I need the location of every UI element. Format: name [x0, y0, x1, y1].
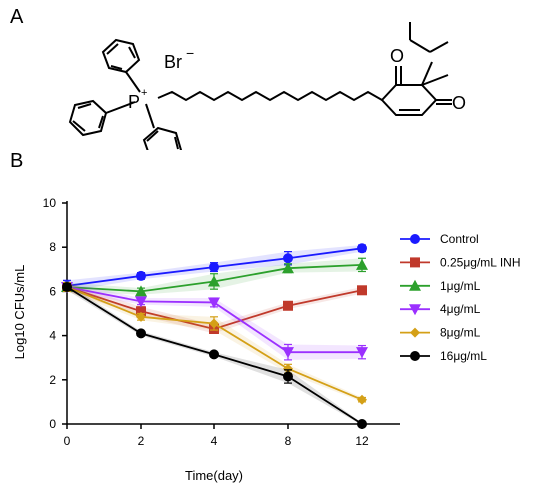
data-point — [62, 281, 72, 292]
x-tick-label: 2 — [138, 434, 145, 448]
y-axis-label: Log10 CFUs/mL — [12, 265, 27, 360]
legend-label: 8μg/mL — [440, 326, 481, 340]
legend-label: 4μg/mL — [440, 302, 481, 316]
legend-marker — [410, 351, 420, 361]
data-point — [136, 306, 146, 317]
chart-legend: Control 0.25μg/mL INH 1μg/mL 4μg/mL 8μg/mL 16… — [400, 232, 521, 363]
x-axis-label: Time(day) — [185, 468, 243, 483]
legend-label: 1μg/mL — [440, 279, 481, 293]
legend-label: 16μg/mL — [440, 349, 487, 363]
legend-marker — [410, 257, 420, 268]
panel-label-b: B — [10, 150, 24, 172]
x-tick-label: 0 — [64, 434, 71, 448]
legend-label: Control — [440, 232, 479, 246]
legend-marker — [410, 234, 420, 244]
data-point — [282, 262, 294, 274]
data-point — [357, 243, 367, 254]
data-point — [208, 275, 220, 287]
data-point — [209, 349, 219, 360]
y-tick-label: 4 — [49, 329, 56, 343]
legend-item: Control — [400, 232, 479, 246]
phosphorus-charge: + — [141, 87, 147, 99]
data-point — [136, 270, 146, 281]
chemical-structure: P + Br − O O — [68, 22, 466, 150]
data-point — [282, 347, 294, 359]
oxygen-atom-top: O — [390, 46, 404, 66]
legend-marker — [409, 304, 421, 316]
legend-marker — [410, 327, 420, 338]
legend-label: 0.25μg/mL INH — [440, 255, 521, 269]
data-point — [135, 296, 147, 308]
y-tick-label: 8 — [49, 240, 56, 254]
data-point — [136, 328, 146, 339]
oxygen-atom-right: O — [452, 93, 466, 113]
y-tick-label: 0 — [49, 417, 56, 431]
data-point — [357, 394, 367, 405]
data-point — [357, 285, 367, 296]
data-point — [283, 363, 293, 374]
x-tick-label: 12 — [355, 434, 369, 448]
legend-item: 16μg/mL — [400, 349, 487, 363]
data-point — [135, 285, 147, 297]
legend-item: 4μg/mL — [400, 302, 481, 316]
data-point — [208, 297, 220, 309]
legend-item: 1μg/mL — [400, 279, 481, 293]
data-point — [209, 318, 219, 329]
panel-label-a: A — [10, 6, 24, 28]
legend-item: 0.25μg/mL INH — [400, 255, 521, 269]
y-tick-label: 6 — [49, 284, 56, 298]
x-tick-label: 8 — [285, 434, 292, 448]
chart-axes: 0 2 4 6 8 10 0 2 4 8 12 — [43, 196, 400, 448]
data-point — [283, 300, 293, 311]
data-point — [356, 347, 368, 359]
y-tick-label: 2 — [49, 373, 56, 387]
series-2 — [61, 257, 368, 297]
y-tick-label: 10 — [43, 196, 57, 210]
data-point — [136, 311, 146, 322]
growth-chart: 0 2 4 6 8 10 0 2 4 8 12 Control 0.25μg/mL INH 1μg/mL… — [12, 196, 521, 483]
legend-item: 8μg/mL — [400, 326, 481, 340]
chart-series — [61, 243, 368, 429]
series-error-band — [67, 282, 362, 334]
data-point — [356, 258, 368, 270]
bromide-ion: Br — [164, 52, 182, 72]
x-tick-label: 4 — [211, 434, 218, 448]
data-point — [357, 419, 367, 429]
series-5 — [62, 281, 367, 429]
data-point — [283, 253, 293, 264]
bromide-charge: − — [186, 45, 194, 61]
legend-marker — [409, 279, 421, 291]
data-point — [283, 371, 293, 382]
phosphorus-atom: P — [128, 92, 140, 112]
data-point — [209, 262, 219, 273]
